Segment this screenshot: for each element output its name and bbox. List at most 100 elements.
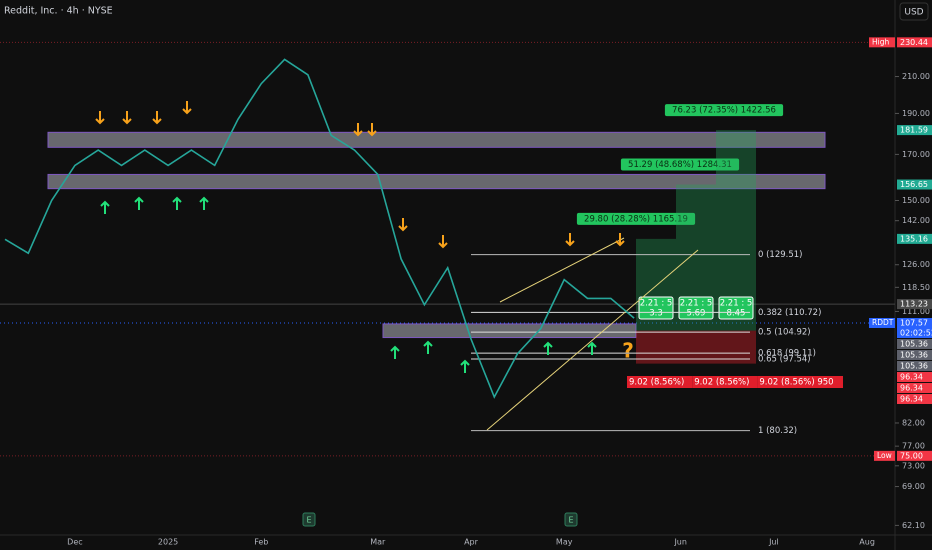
price-label: 96.34 bbox=[900, 394, 923, 403]
question-mark: ? bbox=[622, 339, 634, 363]
earnings-icons: E E bbox=[302, 512, 578, 527]
price-label-bg bbox=[897, 338, 932, 349]
ratio-value: 3.3 bbox=[649, 309, 663, 319]
price-label: 105.36 bbox=[900, 361, 928, 370]
trend-line bbox=[499, 237, 625, 303]
price-label: 75.00 bbox=[900, 451, 923, 460]
price-tag-bg bbox=[874, 450, 895, 461]
x-tick-label: Feb bbox=[254, 538, 268, 547]
trend-line bbox=[486, 249, 699, 431]
x-tick-label: Mar bbox=[370, 538, 386, 547]
price-label-bg bbox=[897, 450, 932, 461]
arrow-down bbox=[367, 123, 377, 137]
price-label-bg bbox=[897, 317, 932, 338]
price-path bbox=[4, 58, 635, 399]
arrow-down bbox=[353, 123, 363, 137]
arrow-down bbox=[615, 233, 625, 247]
ratio-value: 5.69 bbox=[687, 309, 706, 319]
x-tick-label: 2025 bbox=[158, 538, 178, 547]
price-label: 107.57 bbox=[900, 318, 928, 327]
price-label: 135.16 bbox=[900, 234, 928, 243]
price-label-bg bbox=[897, 393, 932, 404]
arrow-up bbox=[390, 345, 400, 359]
arrow-up bbox=[460, 359, 470, 373]
arrow-up bbox=[587, 341, 597, 355]
arrow-down bbox=[122, 111, 132, 125]
target-tag: 29.80 (28.28%) 1165.19 bbox=[584, 214, 688, 224]
price-label-bg bbox=[897, 299, 932, 310]
loss-zone bbox=[716, 330, 756, 364]
price-label-bg bbox=[897, 360, 932, 371]
price-tag: RDDT bbox=[872, 318, 894, 327]
price-label-bg bbox=[897, 37, 932, 48]
earnings-icon[interactable] bbox=[564, 512, 578, 527]
y-tick-label: 77.00 bbox=[902, 442, 925, 451]
target-tag: 51.29 (48.68%) 1284.31 bbox=[628, 160, 732, 170]
price-tag-bg bbox=[869, 317, 895, 328]
arrow-down bbox=[398, 218, 408, 232]
ratio-tag: 2.21 : 5 bbox=[640, 299, 673, 309]
fib-label: 1 (80.32) bbox=[758, 426, 797, 436]
x-tick-label: Jun bbox=[673, 538, 687, 547]
plot: 210.00 190.00 170.00 150.00 142.00 126.00 118.… bbox=[0, 37, 932, 547]
price-label: 105.36 bbox=[900, 339, 928, 348]
risk-tag-bg bbox=[692, 376, 758, 388]
arrow-up bbox=[172, 196, 182, 210]
ratio-tag-bg bbox=[638, 296, 674, 320]
ratio-tag: 2.21 : 5 bbox=[680, 299, 713, 309]
earnings-letter: E bbox=[306, 516, 311, 525]
loss-zone bbox=[636, 330, 676, 364]
arrow-down bbox=[152, 111, 162, 125]
price-label-bg bbox=[897, 179, 932, 190]
y-tick-label: 142.00 bbox=[902, 216, 930, 225]
price-label-bg bbox=[897, 382, 932, 393]
x-tick-label: Aug bbox=[859, 538, 875, 547]
earnings-icon[interactable] bbox=[302, 512, 316, 527]
y-tick-label: 170.00 bbox=[902, 150, 930, 159]
price-label-bg bbox=[897, 371, 932, 382]
y-tick-label: 126.00 bbox=[902, 260, 930, 269]
y-tick-label: 69.00 bbox=[902, 482, 925, 491]
loss-zone bbox=[676, 330, 716, 364]
y-tick-label: 210.00 bbox=[902, 72, 930, 81]
y-tick-label: 82.00 bbox=[902, 418, 925, 427]
ratio-tag-bg bbox=[678, 296, 714, 320]
x-tick-label: Dec bbox=[67, 538, 82, 547]
earnings-letter: E bbox=[568, 516, 573, 525]
target-tag-bg bbox=[664, 104, 784, 117]
target-tag-bg bbox=[620, 158, 740, 171]
currency[interactable]: USD bbox=[904, 8, 923, 18]
arrow-down bbox=[182, 101, 192, 115]
price-tag-bg bbox=[869, 37, 895, 48]
fib-label: 0.618 (99.11) bbox=[758, 349, 816, 359]
arrow-down bbox=[438, 235, 448, 249]
arrow-up bbox=[134, 196, 144, 210]
fib-label: 0 (129.51) bbox=[758, 250, 802, 260]
price-label: 156.65 bbox=[900, 180, 928, 189]
target-tag: 76.23 (72.35%) 1422.56 bbox=[672, 106, 776, 116]
y-tick-label: 111.00 bbox=[902, 307, 930, 316]
price-label: 96.34 bbox=[900, 383, 923, 392]
arrow-down bbox=[95, 111, 105, 125]
arrow-up bbox=[100, 200, 110, 214]
y-tick-label: 118.50 bbox=[902, 283, 930, 292]
fib-label: 0.382 (110.72) bbox=[758, 308, 821, 318]
support-resistance-zone bbox=[47, 173, 826, 190]
currency-button[interactable] bbox=[899, 2, 929, 21]
support-resistance-zone bbox=[47, 131, 826, 148]
target-tag-bg bbox=[576, 212, 696, 225]
y-tick-label: 150.00 bbox=[902, 196, 930, 205]
x-tick-label: May bbox=[556, 538, 573, 547]
price-label: 105.36 bbox=[900, 350, 928, 359]
y-tick-label: 62.10 bbox=[902, 521, 925, 530]
countdown: 02:02:52 bbox=[900, 328, 932, 337]
price-label: 181.59 bbox=[900, 126, 928, 135]
risk-tag: 9.02 (8.56%) bbox=[694, 378, 749, 388]
fib-label: 0.65 (97.54) bbox=[758, 355, 811, 365]
ratio-tag-bg bbox=[718, 296, 754, 320]
y-tick-label: 73.00 bbox=[902, 461, 925, 470]
price-label: 113.23 bbox=[900, 300, 928, 309]
price-label: 230.44 bbox=[900, 38, 928, 47]
